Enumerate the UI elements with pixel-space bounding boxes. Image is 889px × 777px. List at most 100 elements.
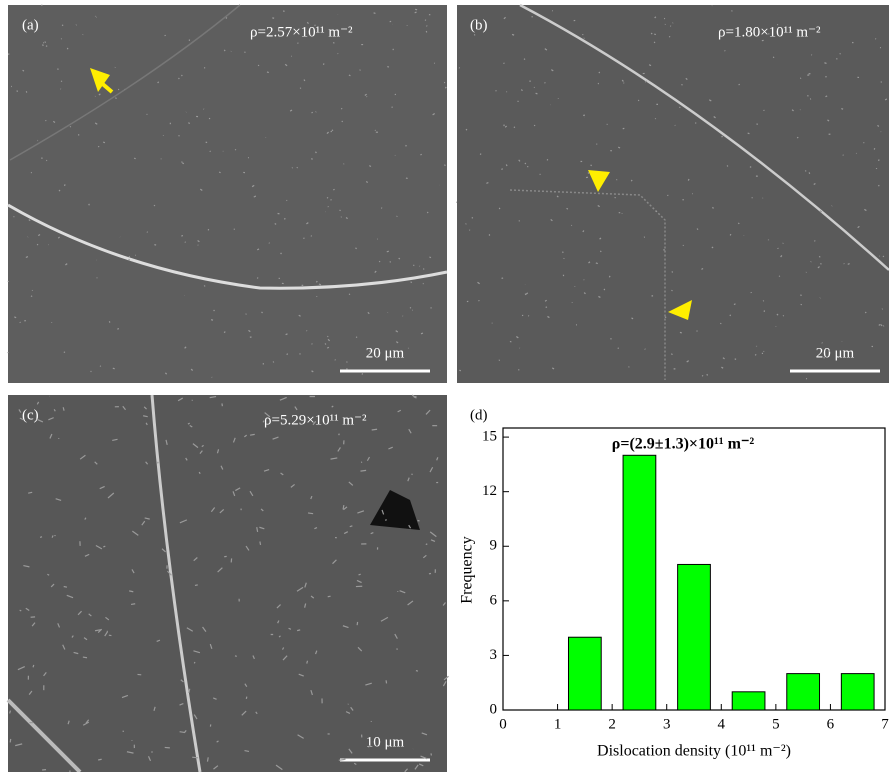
etch-pit bbox=[805, 171, 806, 172]
etch-pit bbox=[286, 334, 288, 335]
etch-pit bbox=[390, 21, 391, 22]
etch-pit bbox=[369, 351, 371, 352]
etch-pit bbox=[204, 286, 205, 287]
etch-pit bbox=[797, 137, 798, 138]
y-tick-label: 3 bbox=[490, 647, 498, 663]
figure: (a) ρ=2.57×10¹¹ m⁻² 20 μm (b) ρ=1.80×10¹… bbox=[0, 0, 889, 772]
etch-pit bbox=[40, 537, 42, 538]
etch-pit bbox=[43, 44, 44, 45]
etch-pit bbox=[91, 371, 92, 372]
etch-pit bbox=[655, 118, 656, 119]
etch-pit bbox=[46, 46, 47, 47]
etch-pit bbox=[319, 284, 321, 285]
etch-pit bbox=[734, 304, 735, 305]
etch-pit bbox=[525, 163, 526, 164]
etch-pit bbox=[421, 333, 423, 334]
etch-pit bbox=[738, 223, 739, 224]
etch-pit bbox=[701, 269, 703, 270]
etch-pit bbox=[134, 158, 135, 159]
etch-pit bbox=[879, 160, 880, 161]
etch-pit bbox=[445, 87, 446, 88]
panel-a: (a) ρ=2.57×10¹¹ m⁻² 20 μm bbox=[8, 5, 447, 383]
etch-pit bbox=[721, 367, 723, 368]
etch-pit bbox=[519, 369, 520, 370]
etch-pit bbox=[466, 129, 467, 130]
etch-pit bbox=[356, 337, 357, 338]
x-tick-label: 0 bbox=[499, 716, 507, 732]
etch-pit bbox=[672, 271, 673, 272]
etch-pit bbox=[359, 574, 361, 575]
etch-pit bbox=[669, 36, 670, 37]
scale-label: 10 μm bbox=[366, 734, 405, 750]
etch-pit bbox=[596, 263, 598, 264]
etch-pit bbox=[263, 421, 264, 423]
x-tick-label: 7 bbox=[881, 716, 889, 732]
density: ρ=1.80×10¹¹ m⁻² bbox=[718, 24, 821, 40]
etch-pit bbox=[129, 591, 133, 592]
etch-pit bbox=[763, 301, 764, 302]
etch-pit bbox=[829, 350, 830, 351]
etch-pit bbox=[347, 362, 348, 363]
etch-pit bbox=[113, 368, 115, 369]
etch-pit bbox=[103, 142, 105, 143]
etch-pit bbox=[425, 20, 426, 21]
etch-pit bbox=[688, 179, 689, 180]
etch-pit bbox=[735, 359, 736, 360]
etch-pit bbox=[103, 546, 105, 547]
etch-pit bbox=[415, 9, 417, 10]
etch-pit bbox=[355, 248, 356, 249]
etch-pit bbox=[510, 341, 511, 342]
etch-pit bbox=[226, 17, 227, 18]
histogram: (d) ρ=(2.9±1.3)×10¹¹ m⁻² Dislocation den… bbox=[459, 407, 889, 759]
etch-pit bbox=[185, 242, 186, 243]
etch-pit bbox=[604, 289, 605, 290]
etch-pit bbox=[181, 75, 182, 76]
etch-pit bbox=[819, 256, 820, 257]
etch-pit bbox=[444, 165, 445, 166]
panel-label: (d) bbox=[470, 407, 488, 423]
etch-pit bbox=[783, 315, 784, 316]
etch-pit bbox=[707, 374, 708, 375]
etch-pit bbox=[750, 167, 751, 168]
etch-pit bbox=[426, 26, 427, 27]
etch-pit bbox=[631, 180, 632, 181]
etch-pit bbox=[297, 630, 300, 631]
etch-pit bbox=[29, 220, 30, 221]
etch-pit bbox=[308, 513, 313, 514]
y-tick-label: 6 bbox=[490, 592, 498, 608]
etch-pit bbox=[332, 130, 333, 131]
etch-pit bbox=[20, 322, 21, 323]
etch-pit bbox=[672, 290, 673, 291]
bar bbox=[623, 455, 656, 710]
etch-pit bbox=[250, 434, 255, 435]
etch-pit bbox=[307, 661, 308, 664]
etch-pit bbox=[28, 492, 32, 493]
etch-pit bbox=[807, 95, 808, 96]
etch-pit bbox=[331, 200, 332, 201]
annotation: ρ=(2.9±1.3)×10¹¹ m⁻² bbox=[612, 436, 755, 453]
etch-pit bbox=[480, 154, 481, 155]
etch-pit bbox=[350, 526, 353, 527]
etch-pit bbox=[712, 247, 713, 248]
micrograph bbox=[8, 395, 447, 772]
etch-pit bbox=[878, 125, 879, 126]
bar bbox=[678, 564, 711, 710]
etch-pit bbox=[262, 312, 263, 313]
etch-pit bbox=[360, 470, 366, 471]
etch-pit bbox=[257, 249, 259, 250]
etch-pit bbox=[154, 205, 155, 206]
etch-pit bbox=[822, 343, 823, 344]
etch-pit bbox=[883, 256, 884, 257]
etch-pit bbox=[777, 314, 778, 315]
etch-pit bbox=[618, 147, 620, 148]
panel-label: (b) bbox=[470, 17, 488, 33]
etch-pit bbox=[671, 354, 672, 355]
etch-pit bbox=[189, 122, 190, 123]
etch-pit bbox=[300, 353, 301, 354]
etch-pit bbox=[131, 604, 135, 605]
etch-pit bbox=[349, 75, 351, 76]
etch-pit bbox=[865, 312, 866, 313]
etch-pit bbox=[651, 33, 652, 34]
etch-pit bbox=[563, 252, 564, 253]
etch-pit bbox=[874, 148, 875, 149]
